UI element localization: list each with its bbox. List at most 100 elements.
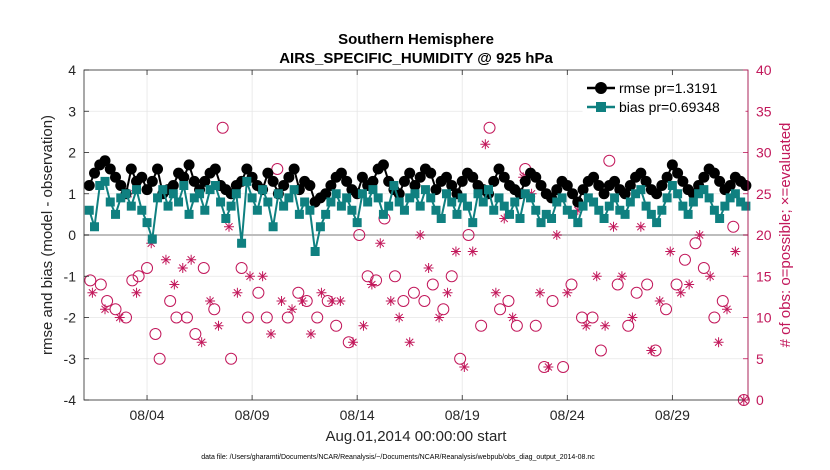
bias-point <box>321 209 331 219</box>
bias-point <box>153 193 163 203</box>
bias-point <box>174 197 184 207</box>
bias-point <box>536 218 546 228</box>
bias-point <box>221 214 231 223</box>
obs-possible-marker <box>716 295 729 307</box>
rmse-point <box>493 163 505 175</box>
obs-evaluated-stroke <box>246 272 254 281</box>
bias-point <box>478 197 488 207</box>
bias-point <box>315 222 325 232</box>
obs-evaluated-marker <box>490 287 501 298</box>
bias-point <box>111 209 121 219</box>
rmse-point <box>619 188 631 200</box>
obs-evaluated-marker <box>287 304 298 315</box>
bias-point <box>652 218 662 228</box>
bias-point <box>531 205 541 215</box>
obs-evaluated-marker <box>635 221 646 232</box>
obs-evaluated-marker <box>627 312 638 323</box>
bias-point <box>462 201 472 211</box>
obs-evaluated-marker <box>591 271 602 282</box>
bias-point <box>447 197 457 207</box>
bias-point <box>252 205 262 215</box>
rmse-point <box>125 163 137 175</box>
bias-point <box>147 234 157 244</box>
rmse-point <box>714 175 726 187</box>
x-tick-label: 08/19 <box>445 407 480 423</box>
bias-point <box>452 209 462 219</box>
obs-evaluated-stroke <box>424 264 433 272</box>
obs-evaluated-stroke <box>563 288 572 297</box>
bias-point <box>420 185 430 195</box>
obs-evaluated-marker <box>415 230 426 240</box>
obs-possible-marker <box>630 286 643 299</box>
rmse-point <box>209 163 221 175</box>
obs-evaluated-marker <box>385 296 396 306</box>
rmse-point <box>409 180 421 191</box>
bias-point <box>730 189 740 199</box>
bias-point <box>636 185 646 195</box>
bias-point <box>357 189 367 199</box>
bias-point <box>510 197 520 207</box>
obs-possible-marker <box>164 295 177 307</box>
rmse-point <box>488 175 500 187</box>
rmse-point <box>167 180 179 191</box>
y-tick-label: -3 <box>64 351 77 367</box>
bias-point <box>736 197 746 207</box>
rmse-point <box>588 171 600 183</box>
bias-point <box>373 193 383 203</box>
obs-evaluated-stroke <box>685 280 694 289</box>
obs-evaluated-marker <box>335 296 346 306</box>
bias-point <box>578 201 588 211</box>
obs-possible-marker <box>370 274 383 287</box>
bias-point <box>426 193 436 203</box>
obs-possible-marker <box>84 274 97 287</box>
obs-possible-marker <box>216 121 229 134</box>
bias-point <box>158 185 168 195</box>
bias-point <box>310 247 320 256</box>
bias-point <box>273 189 283 199</box>
obs-possible-markers <box>84 121 750 406</box>
bias-point <box>547 214 557 223</box>
bias-point <box>667 181 677 190</box>
obs-evaluated-marker <box>213 320 224 331</box>
bias-point <box>468 218 478 228</box>
y-axis-left: -4 -3 -2 -1 0 1 2 3 4 <box>64 62 89 408</box>
obs-possible-marker <box>494 303 507 316</box>
obs-evaluated-marker <box>423 263 434 273</box>
bias-point <box>505 209 515 219</box>
y-tick-label: 4 <box>68 62 76 78</box>
x-tick-label: 08/09 <box>235 407 270 423</box>
obs-possible-marker <box>546 295 559 307</box>
rmse-point <box>262 167 274 179</box>
obs-evaluated-stroke <box>88 288 97 297</box>
bias-point <box>615 205 625 215</box>
bias-point <box>84 205 94 215</box>
obs-evaluated-marker <box>721 304 732 315</box>
obs-evaluated-marker <box>654 296 665 306</box>
rmse-point <box>110 171 122 183</box>
rmse-point <box>724 180 736 191</box>
y-right-tick-label: 15 <box>756 268 772 284</box>
obs-evaluated-marker <box>646 345 657 356</box>
bias-point <box>179 181 189 190</box>
obs-possible-marker <box>271 163 284 175</box>
obs-possible-marker <box>208 303 221 316</box>
rmse-point <box>141 184 153 196</box>
bias-point <box>268 222 278 232</box>
rmse-point <box>288 163 300 175</box>
obs-evaluated-marker <box>160 254 171 265</box>
obs-evaluated-stroke <box>367 280 376 289</box>
obs-evaluated-stroke <box>582 321 591 330</box>
obs-possible-marker <box>670 278 683 291</box>
obs-evaluated-marker <box>114 312 125 323</box>
y-tick-label: -4 <box>64 392 77 408</box>
rmse-point <box>651 188 663 200</box>
bias-point <box>163 201 173 211</box>
obs-evaluated-stroke <box>601 321 610 330</box>
bias-point <box>168 189 178 199</box>
obs-possible-marker <box>678 253 691 266</box>
bias-point <box>594 205 604 215</box>
obs-evaluated-marker <box>223 221 234 232</box>
obs-possible-marker <box>153 352 166 365</box>
obs-evaluated-stroke <box>288 305 296 314</box>
obs-evaluated-stroke <box>544 363 553 371</box>
